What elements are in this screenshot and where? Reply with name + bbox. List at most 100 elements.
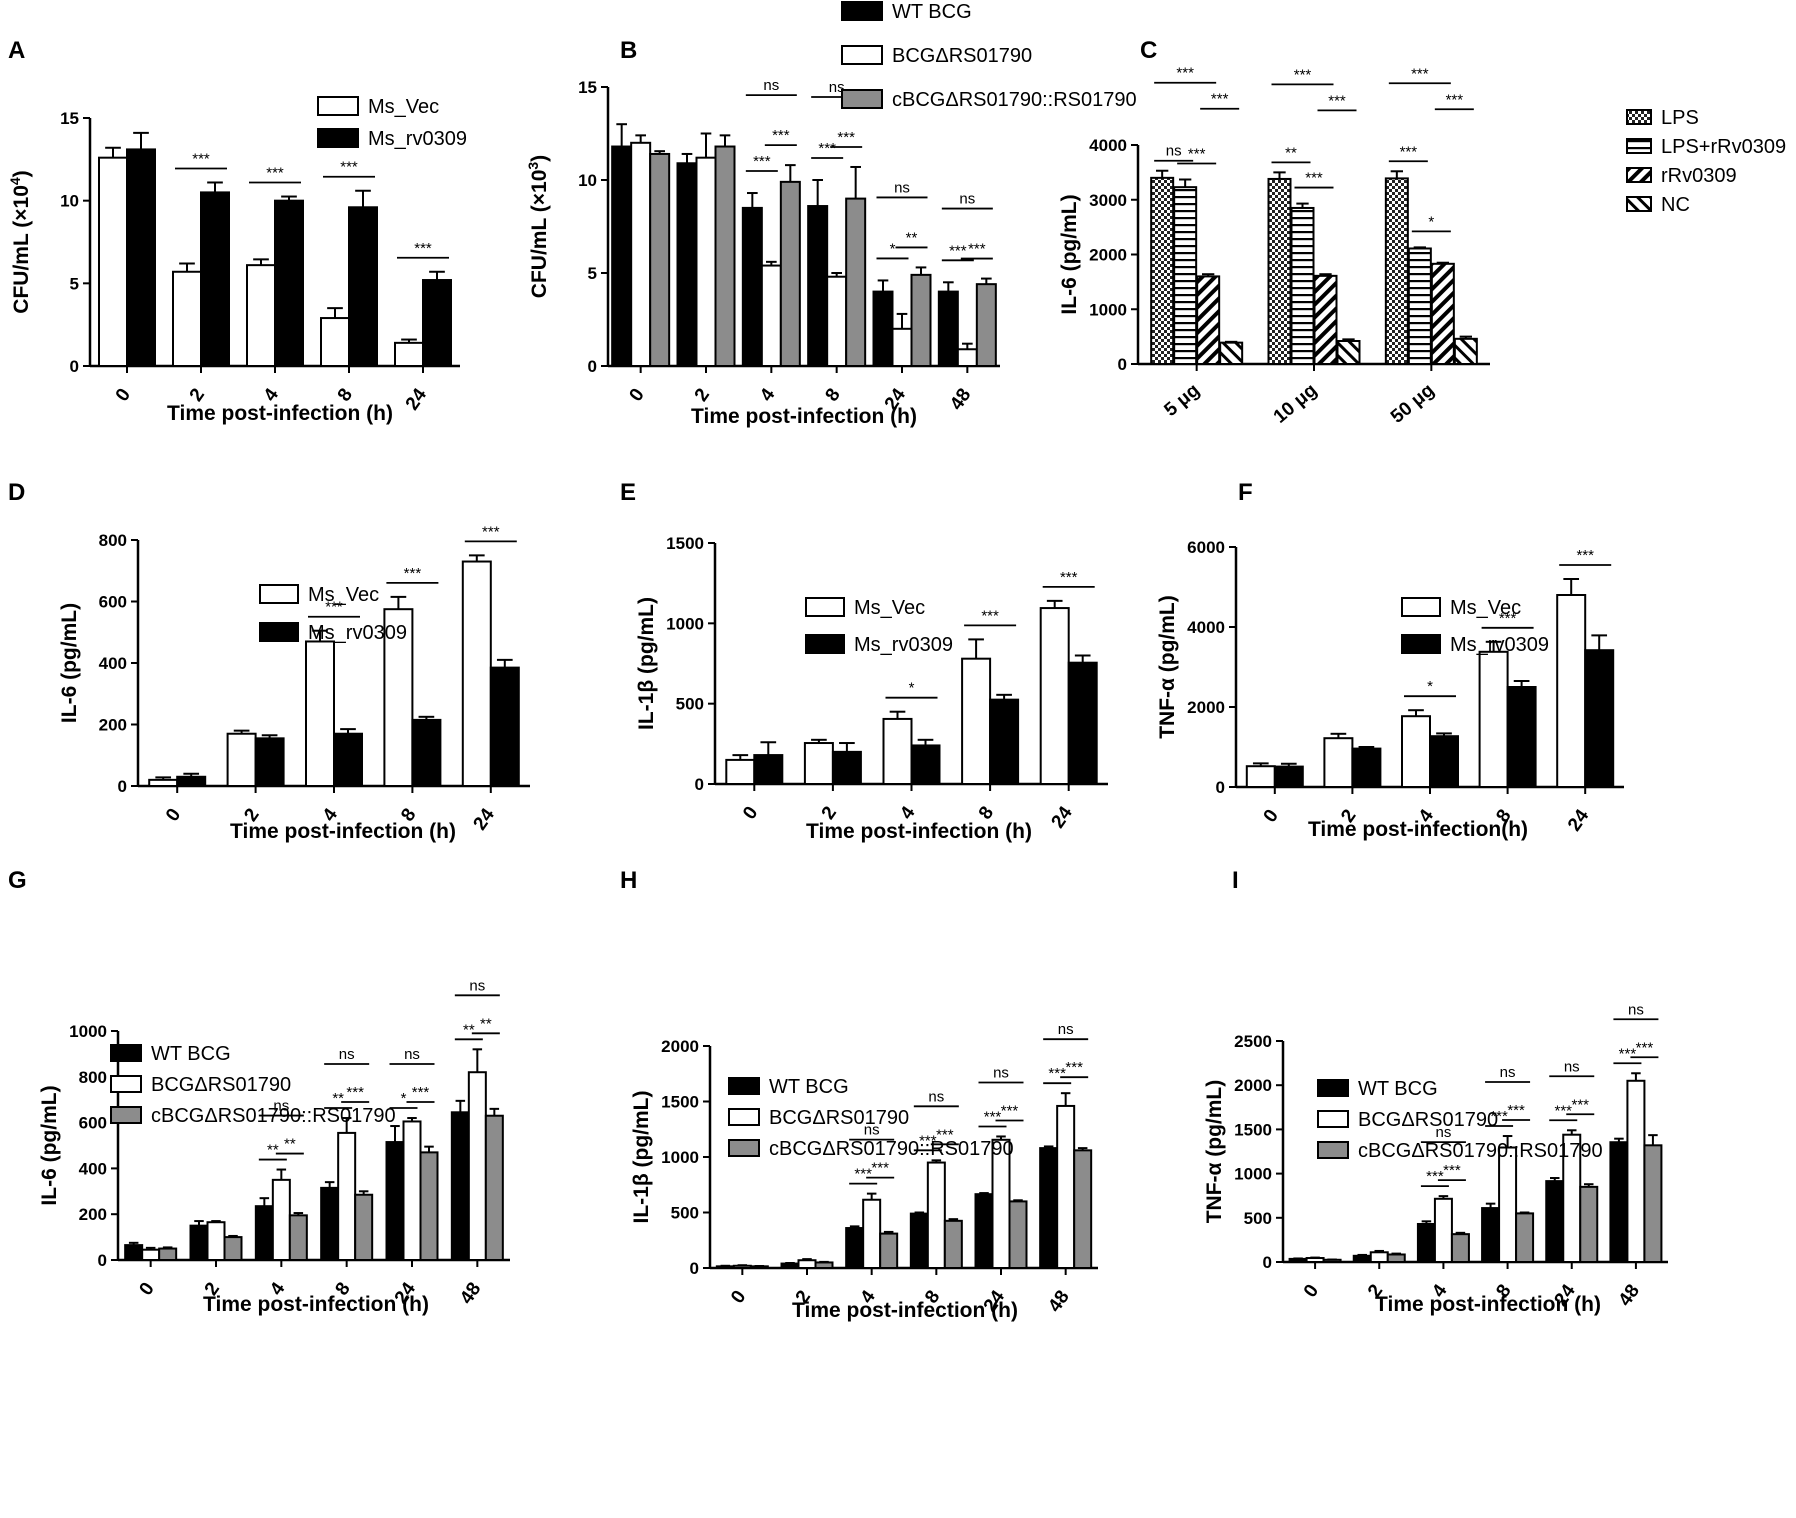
panel-label-D: D (8, 479, 25, 506)
x-tick-label: 0 (739, 803, 762, 824)
significance-label: ns (864, 1122, 880, 1139)
y-axis-title: CFU/mL (×104) (7, 170, 33, 313)
bar-B-s1-2 (760, 264, 782, 367)
y-tick-label: 1500 (1234, 1120, 1272, 1139)
x-tick-label: 0 (135, 1279, 158, 1300)
y-tick-label: 2500 (1234, 1032, 1272, 1051)
bar-I-s0-1 (1352, 1254, 1372, 1264)
significance-label: ns (339, 1046, 355, 1063)
x-axis-title: Time post-infection(h) (1308, 818, 1528, 841)
panel-label-F: F (1238, 479, 1253, 506)
legend-label: Ms_rv0309 (368, 128, 467, 150)
x-tick-label: 48 (1044, 1287, 1073, 1316)
bar-F-s0-3 (1478, 650, 1509, 788)
significance-label: ns (469, 977, 485, 994)
legend-label: WT BCG (892, 1, 972, 23)
bar-I-s1-0 (1305, 1257, 1325, 1263)
bar-H-s0-2 (845, 1227, 865, 1270)
y-axis-title: IL-6 (pg/mL) (38, 1085, 61, 1205)
significance-label: ** (284, 1136, 296, 1153)
bar-F-s0-2 (1401, 715, 1431, 789)
y-tick-label: 0 (118, 777, 127, 796)
bar-C-s2-1 (1313, 274, 1338, 366)
y-tick-label: 1000 (1089, 300, 1127, 319)
significance-label: * (1427, 678, 1433, 695)
bar-F-s0-0 (1245, 765, 1276, 789)
y-tick-label: 200 (99, 716, 127, 735)
legend-label: Ms_Vec (1450, 597, 1521, 619)
significance-label: *** (1499, 610, 1517, 627)
y-tick-label: 2000 (1089, 246, 1127, 265)
bar-H-s2-1 (814, 1261, 834, 1269)
y-tick-label: 2000 (1234, 1076, 1272, 1095)
x-tick-label: 24 (470, 804, 500, 834)
significance-label: *** (340, 159, 358, 176)
significance-label: *** (936, 1126, 954, 1143)
significance-label: *** (1554, 1102, 1572, 1119)
bar-F-s1-3 (1506, 686, 1537, 788)
y-tick-label: 0 (98, 1251, 107, 1270)
legend-label: NC (1661, 194, 1690, 216)
legend-label: Ms_Vec (854, 597, 925, 619)
significance-label: ** (1285, 144, 1297, 161)
y-tick-label: 400 (99, 654, 127, 673)
significance-label: *** (1576, 547, 1594, 564)
x-tick-label: 50 μg (1387, 380, 1439, 428)
y-tick-label: 0 (690, 1259, 699, 1278)
y-tick-label: 500 (1244, 1209, 1272, 1228)
legend-swatch (841, 45, 883, 65)
bar-F-s1-2 (1429, 735, 1459, 789)
significance-label: ns (993, 1064, 1009, 1081)
bar-F-s0-1 (1323, 737, 1354, 789)
bar-D-s1-0 (176, 775, 207, 788)
significance-label: *** (1619, 1045, 1637, 1062)
y-axis-title: IL-1β (pg/mL) (635, 597, 658, 730)
legend-label: WT BCG (151, 1043, 231, 1065)
bar-A-s0-3 (320, 317, 350, 368)
significance-label: *** (984, 1108, 1002, 1125)
y-tick-label: 1000 (1234, 1165, 1272, 1184)
y-tick-label: 1000 (666, 614, 704, 633)
significance-label: *** (1328, 92, 1346, 109)
x-tick-label: 0 (727, 1287, 750, 1308)
bar-C-s1-1 (1290, 206, 1315, 365)
bar-A-s1-0 (126, 148, 156, 367)
y-axis-title: IL-6 (pg/mL) (58, 603, 81, 723)
bar-E-s1-0 (753, 754, 784, 786)
bar-G-s1-2 (271, 1178, 291, 1261)
significance-label: * (890, 240, 896, 257)
x-tick-label: 24 (402, 384, 432, 414)
legend-swatch (1317, 1141, 1349, 1159)
bar-E-s0-1 (803, 742, 834, 786)
legend-label: cBCGΔRS01790::RS01790 (151, 1105, 396, 1127)
panel-label-I: I (1232, 867, 1239, 894)
legend-swatch (317, 128, 359, 148)
y-tick-label: 4000 (1187, 618, 1225, 637)
y-tick-label: 5 (588, 264, 597, 283)
x-axis-title: Time post-infection (h) (167, 402, 393, 425)
legend-swatch (1401, 634, 1441, 654)
significance-label: ns (894, 179, 910, 196)
bar-I-s1-1 (1369, 1251, 1389, 1264)
x-axis-title: Time post-infection (h) (203, 1293, 429, 1316)
bar-B-s2-3 (845, 197, 867, 367)
legend-swatch (317, 96, 359, 116)
legend-label: rRv0309 (1661, 165, 1737, 187)
panel-label-H: H (620, 867, 637, 894)
significance-label: ns (1564, 1058, 1580, 1075)
bar-B-s2-0 (649, 152, 671, 367)
bar-E-s0-3 (961, 657, 992, 785)
bar-D-s1-4 (489, 666, 520, 787)
bar-B-s0-4 (872, 290, 894, 368)
legend-label: cBCGΔRS01790::RS01790 (1358, 1140, 1603, 1162)
bar-G-s2-1 (223, 1236, 243, 1261)
bar-G-s1-4 (402, 1120, 422, 1261)
significance-label: *** (981, 607, 999, 624)
bar-G-s1-3 (337, 1131, 357, 1262)
legend-swatch (841, 89, 883, 109)
significance-label: *** (1305, 170, 1323, 187)
y-tick-label: 0 (1118, 355, 1127, 374)
significance-label: *** (1411, 65, 1429, 82)
legend-swatch (259, 584, 299, 604)
